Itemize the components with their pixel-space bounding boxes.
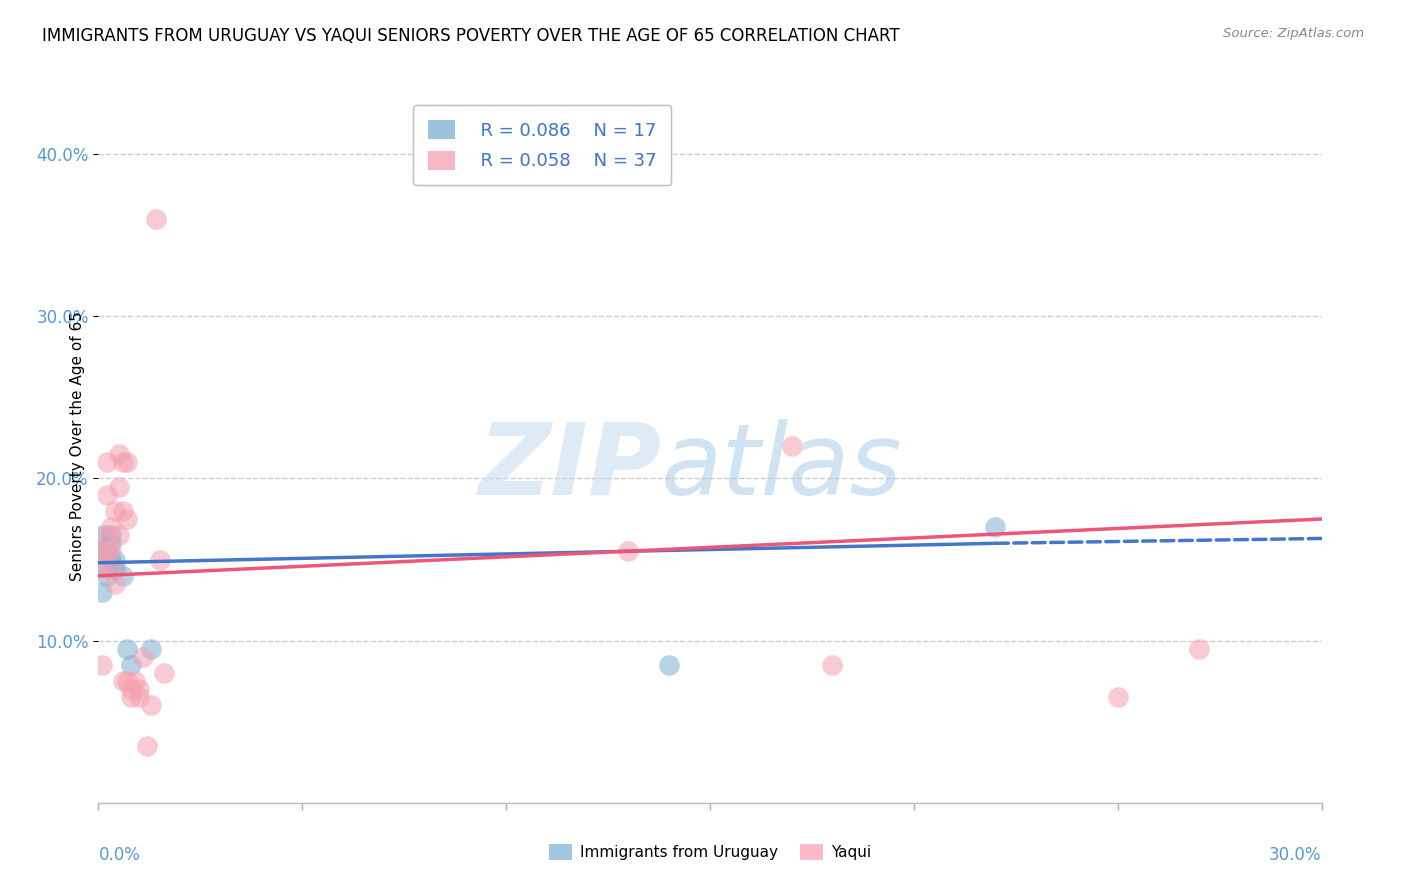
Text: atlas: atlas <box>661 419 903 516</box>
Point <box>1188 641 1211 656</box>
Point <box>658 657 681 672</box>
Point <box>115 674 138 689</box>
Text: 30.0%: 30.0% <box>1270 846 1322 863</box>
Point <box>104 504 127 518</box>
Point <box>96 528 118 542</box>
Point <box>111 504 134 518</box>
Point <box>111 674 134 689</box>
Point <box>100 560 122 574</box>
Point <box>120 682 142 697</box>
Point <box>124 674 146 689</box>
Point <box>136 739 159 753</box>
Point <box>104 560 127 574</box>
Point <box>104 552 127 566</box>
Point <box>91 544 114 558</box>
Point <box>96 488 118 502</box>
Point <box>821 657 844 672</box>
Text: 0.0%: 0.0% <box>98 846 141 863</box>
Point <box>108 447 131 461</box>
Point <box>120 657 142 672</box>
Point <box>111 455 134 469</box>
Point <box>100 544 122 558</box>
Point <box>91 657 114 672</box>
Point <box>115 641 138 656</box>
Point <box>141 641 163 656</box>
Point <box>100 520 122 534</box>
Point <box>115 455 138 469</box>
Point <box>780 439 803 453</box>
Legend:   R = 0.086    N = 17,   R = 0.058    N = 37: R = 0.086 N = 17, R = 0.058 N = 37 <box>413 105 671 185</box>
Point <box>91 544 114 558</box>
Text: IMMIGRANTS FROM URUGUAY VS YAQUI SENIORS POVERTY OVER THE AGE OF 65 CORRELATION : IMMIGRANTS FROM URUGUAY VS YAQUI SENIORS… <box>42 27 900 45</box>
Point <box>108 528 131 542</box>
Point <box>96 544 118 558</box>
Point <box>128 690 150 705</box>
Point <box>100 536 122 550</box>
Point <box>91 560 114 574</box>
Text: Source: ZipAtlas.com: Source: ZipAtlas.com <box>1223 27 1364 40</box>
Point <box>152 666 174 681</box>
Point <box>128 682 150 697</box>
Point <box>100 528 122 542</box>
Point <box>145 211 167 226</box>
Text: ZIP: ZIP <box>478 419 661 516</box>
Point <box>96 544 118 558</box>
Point <box>100 552 122 566</box>
Point <box>617 544 640 558</box>
Point <box>132 649 155 664</box>
Point <box>149 552 172 566</box>
Point <box>141 698 163 713</box>
Point <box>91 528 114 542</box>
Point <box>96 455 118 469</box>
Point <box>111 568 134 582</box>
Point <box>984 520 1007 534</box>
Point <box>96 560 118 574</box>
Point <box>1107 690 1129 705</box>
Point <box>108 479 131 493</box>
Y-axis label: Seniors Poverty Over the Age of 65: Seniors Poverty Over the Age of 65 <box>69 311 84 581</box>
Point <box>91 585 114 599</box>
Point <box>104 577 127 591</box>
Point <box>120 690 142 705</box>
Point <box>96 568 118 582</box>
Point <box>115 512 138 526</box>
